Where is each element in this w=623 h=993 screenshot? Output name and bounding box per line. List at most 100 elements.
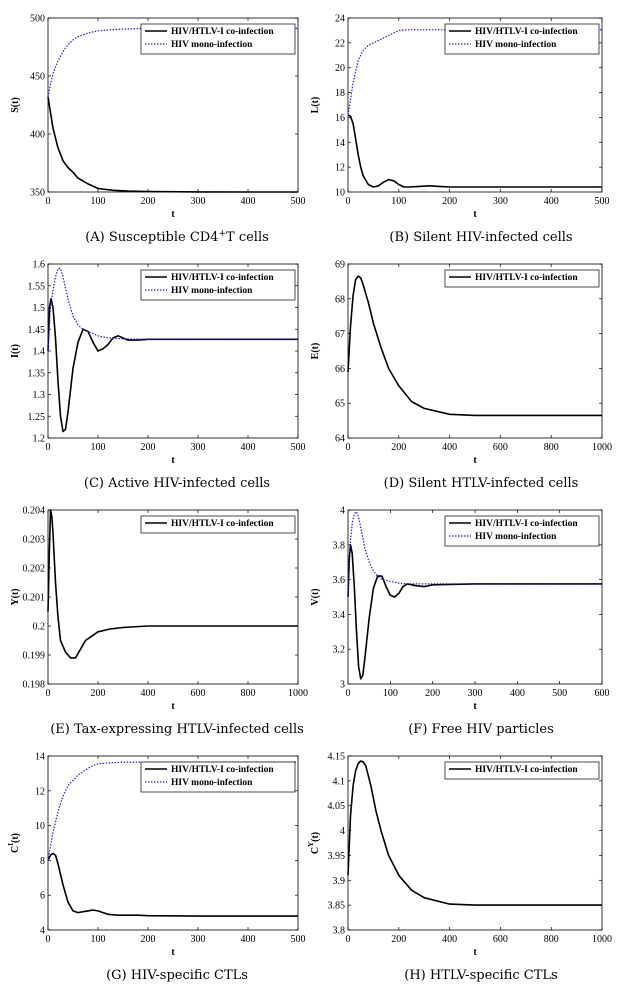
legend-box (140, 23, 296, 55)
series-line-mono-infection (47, 267, 298, 352)
x-tick-label: 100 (91, 196, 106, 207)
x-tick-label: 300 (191, 934, 206, 945)
legend-entry: HIV/HTLV-I co-infection (475, 765, 578, 775)
legend: HIV/HTLV-I co-infection (444, 269, 600, 288)
x-tick-label: 800 (241, 688, 256, 699)
y-tick-label: 350 (30, 188, 45, 199)
y-axis-label-main: Y(t) (10, 588, 21, 605)
y-tick-label: 3.85 (328, 901, 346, 912)
x-tick-label: 200 (141, 934, 156, 945)
y-axis-label: CY(t) (307, 832, 321, 854)
legend: HIV/HTLV-I co-infection HIV mono-infectio… (140, 23, 296, 55)
series-line-co-infection (347, 760, 602, 906)
x-tick-label: 500 (552, 688, 567, 699)
y-tick-label: 1.3 (33, 390, 46, 401)
panel-caption: (D) Silent HTLV-infected cells (384, 476, 579, 491)
y-tick-label: 3.6 (333, 575, 346, 586)
caption-text: HIV-specific CTLs (131, 968, 248, 983)
caption-text: Active HIV-infected cells (107, 476, 270, 491)
x-tick-label: 500 (291, 934, 306, 945)
x-tick-label: 600 (493, 442, 508, 453)
panel-h: 0 200 400 600 800 1000 3.8 3.85 3.9 3.95 4 4.05 4.1 4… (307, 752, 612, 984)
y-tick-label: 64 (335, 434, 345, 445)
x-tick-label: 400 (544, 196, 559, 207)
x-axis-label: t (171, 701, 175, 712)
caption-label: (C) (84, 476, 108, 491)
y-axis-label: I(t) (10, 344, 21, 358)
y-tick-label: 20 (335, 63, 345, 74)
x-axis-label: t (473, 701, 477, 712)
panel-caption: (E) Tax-expressing HTLV-infected cells (50, 722, 304, 737)
panel-caption: (F) Free HIV particles (408, 722, 554, 737)
y-tick-label: 67 (335, 329, 345, 340)
y-tick-label: 1.2 (33, 434, 46, 445)
x-tick-label: 100 (91, 934, 106, 945)
y-axis-label: S(t) (10, 97, 21, 113)
y-tick-label: 14 (335, 138, 345, 149)
y-axis-label-suffix: (t) (310, 832, 321, 842)
panel-b: 0 100 200 300 400 500 10 12 14 16 18 20 22 24 t L(t) HIV… (310, 14, 610, 246)
caption-label: (F) (408, 722, 431, 737)
x-tick-label: 200 (442, 196, 457, 207)
x-tick-label: 200 (391, 934, 406, 945)
y-tick-label: 8 (40, 856, 45, 867)
y-tick-label: 22 (335, 38, 345, 49)
legend-box (444, 515, 600, 547)
x-tick-label: 300 (191, 196, 206, 207)
x-axis-label: t (473, 947, 477, 958)
panel-d: 0 200 400 600 800 1000 64 65 66 67 68 69 t E(t) HIV/HT… (310, 260, 612, 492)
series-line-co-infection (47, 509, 298, 659)
legend-box (444, 761, 600, 780)
y-tick-label: 6 (40, 891, 45, 902)
plot-frame (347, 263, 603, 439)
x-tick-label: 600 (595, 688, 610, 699)
x-axis-label: t (473, 209, 477, 220)
caption-label: (G) (106, 968, 131, 983)
y-tick-label: 65 (335, 399, 345, 410)
x-tick-label: 200 (391, 442, 406, 453)
y-tick-label: 0.198 (23, 680, 46, 691)
y-tick-label: 4 (40, 926, 45, 937)
y-axis-label-main: L(t) (310, 97, 321, 114)
legend-entry: HIV mono-infection (475, 40, 557, 50)
y-tick-label: 3.95 (328, 851, 346, 862)
x-tick-label: 500 (291, 442, 306, 453)
x-tick-label: 400 (241, 196, 256, 207)
y-axis-label: E(t) (310, 343, 321, 360)
series-line-co-infection (347, 275, 602, 417)
x-tick-label: 800 (544, 442, 559, 453)
caption-text: HTLV-specific CTLs (430, 968, 558, 983)
legend-entry: HIV mono-infection (171, 286, 253, 296)
x-tick-label: 200 (91, 688, 106, 699)
y-tick-label: 1.6 (33, 260, 46, 271)
x-tick-label: 800 (544, 934, 559, 945)
x-tick-label: 600 (493, 934, 508, 945)
y-tick-label: 0.2 (33, 622, 46, 633)
x-axis-label: t (473, 455, 477, 466)
caption-label: (H) (404, 968, 430, 983)
legend-box (140, 761, 296, 793)
legend-entry: HIV/HTLV-I co-infection (475, 273, 578, 283)
y-tick-label: 0.202 (23, 564, 46, 575)
x-tick-label: 0 (46, 442, 51, 453)
x-tick-label: 300 (191, 442, 206, 453)
x-tick-label: 500 (595, 196, 610, 207)
panel-c: 0 100 200 300 400 500 1.2 1.25 1.3 1.35 1.4 1.45 1.5… (10, 260, 306, 492)
x-tick-label: 300 (468, 688, 483, 699)
y-axis-label: CI(t) (7, 833, 21, 853)
y-axis-label-suffix: (t) (10, 833, 21, 843)
y-axis-label-main: I(t) (10, 344, 21, 358)
x-tick-label: 0 (346, 688, 351, 699)
x-tick-label: 100 (391, 196, 406, 207)
series-line-mono-infection (47, 761, 298, 861)
y-tick-label: 3.2 (333, 645, 346, 656)
legend: HIV/HTLV-I co-infection HIV mono-infectio… (140, 761, 296, 793)
y-tick-label: 1.25 (28, 412, 46, 423)
series-line-co-infection (347, 543, 602, 680)
legend: HIV/HTLV-I co-infection (140, 515, 296, 534)
panel-g: 0 100 200 300 400 500 4 6 8 10 12 14 t CI(t) HIV/HTLV-… (7, 752, 306, 984)
y-axis-label: V(t) (310, 588, 321, 605)
legend-box (444, 23, 600, 55)
y-tick-label: 1.4 (33, 347, 46, 358)
